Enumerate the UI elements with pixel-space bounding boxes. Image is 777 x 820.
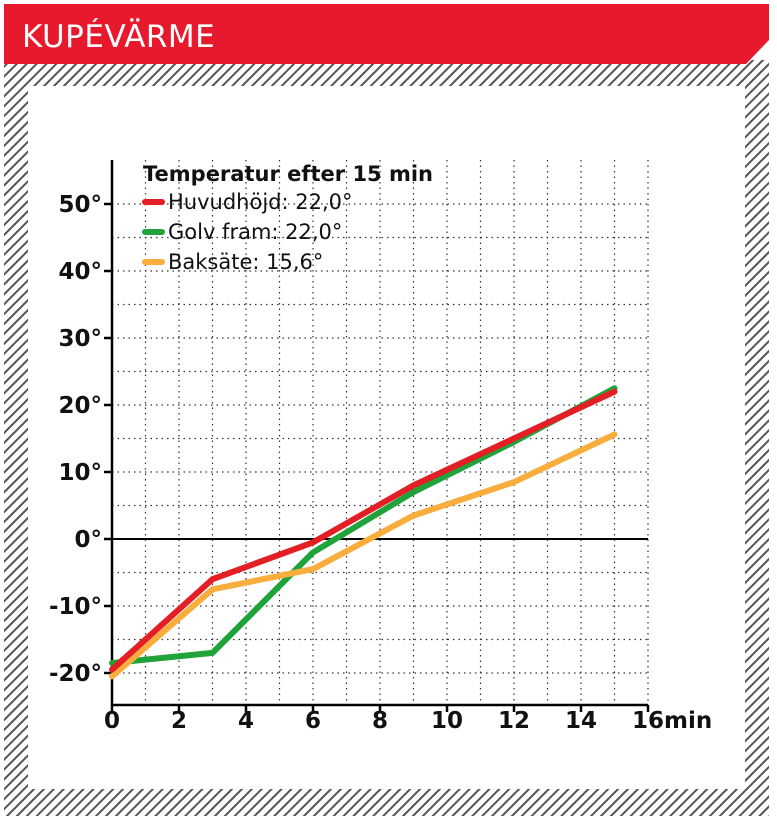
y-tick-label: 10°: [58, 460, 102, 486]
series-lines: [109, 385, 618, 680]
title-banner: [4, 4, 769, 64]
x-tick-label: 6: [305, 708, 321, 734]
y-tick-label: 0°: [74, 527, 102, 553]
x-tick-label: 4: [238, 708, 254, 734]
series-line-2: [109, 431, 618, 680]
legend-label-2: Baksäte: 15,6°: [168, 250, 323, 274]
x-tick-label: 2: [171, 708, 187, 734]
x-tick-label: 0: [104, 708, 120, 734]
x-tick-label: 16: [632, 708, 664, 734]
x-tick-label: 12: [498, 708, 530, 734]
legend-label-1: Golv fram: 22,0°: [168, 220, 342, 244]
series-line-0: [109, 388, 618, 673]
legend-label-0: Huvudhöjd: 22,0°: [168, 190, 353, 214]
x-tick-label: 10: [431, 708, 463, 734]
y-tick-label: 30°: [58, 326, 102, 352]
axes: 50° 40° 30° 20° 10° 0° -10° -20°0 2 4 6 8 10 12 14 16: [49, 160, 664, 734]
y-tick-label: 20°: [58, 393, 102, 419]
y-tick-label: 50°: [58, 192, 102, 218]
legend: Temperatur efter 15 min Huvudhöjd: 22,0°…: [142, 162, 433, 274]
x-tick-label: 14: [565, 708, 597, 734]
y-tick-label: -10°: [49, 594, 102, 620]
legend-title: Temperatur efter 15 min: [143, 162, 433, 186]
y-tick-label: 40°: [58, 259, 102, 285]
x-axis-label: min: [664, 708, 712, 734]
banner-title: KUPÉVÄRME: [22, 19, 215, 55]
grid: [112, 160, 649, 705]
x-tick-label: 8: [372, 708, 388, 734]
plot-panel: [28, 86, 745, 789]
y-tick-label: -20°: [49, 661, 102, 687]
